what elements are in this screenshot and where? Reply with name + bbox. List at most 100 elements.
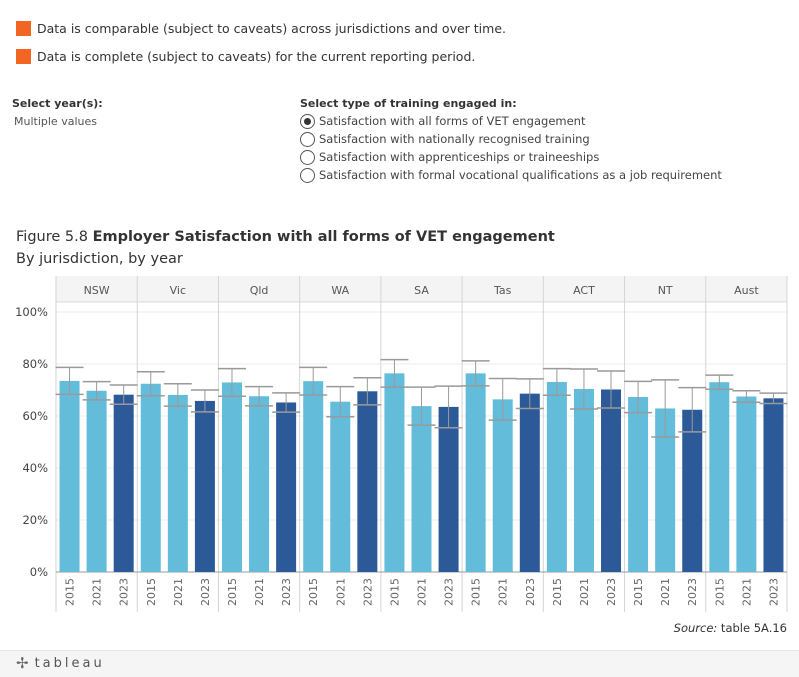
y-tick-label: 80% bbox=[22, 357, 48, 371]
radio-option-formal-qualifications[interactable]: Satisfaction with formal vocational qual… bbox=[300, 166, 722, 184]
bar-wa-2015 bbox=[303, 381, 324, 572]
bar-sa-2023 bbox=[438, 406, 459, 572]
bar-nt-2023 bbox=[682, 409, 703, 572]
x-tick-label-2015: 2015 bbox=[551, 578, 564, 606]
bar-qld-2021 bbox=[249, 396, 270, 572]
y-tick-label: 100% bbox=[15, 305, 48, 319]
radio-button-selected[interactable] bbox=[300, 113, 315, 129]
year-filter-title: Select year(s): bbox=[12, 97, 103, 110]
year-filter-value[interactable]: Multiple values bbox=[14, 115, 97, 128]
x-tick-label-2021: 2021 bbox=[740, 578, 753, 606]
bar-vic-2023 bbox=[194, 400, 215, 572]
figure-title: Figure 5.8 Employer Satisfaction with al… bbox=[16, 229, 555, 245]
tableau-footer bbox=[0, 650, 799, 677]
x-tick-label-2021: 2021 bbox=[91, 578, 104, 606]
panel-header-sa: SA bbox=[414, 284, 429, 297]
bar-act-2015 bbox=[546, 381, 567, 572]
x-tick-label-2015: 2015 bbox=[307, 578, 320, 606]
radio-button[interactable] bbox=[300, 131, 315, 147]
bar-sa-2021 bbox=[411, 406, 432, 572]
x-tick-label-2015: 2015 bbox=[64, 578, 77, 606]
figure-title-text: Employer Satisfaction with all forms of … bbox=[92, 229, 555, 245]
legend-swatch bbox=[16, 21, 31, 36]
x-tick-label-2023: 2023 bbox=[118, 578, 131, 606]
panel-header-wa: WA bbox=[331, 284, 349, 297]
x-tick-label-2015: 2015 bbox=[470, 578, 483, 606]
panel-header-aust: Aust bbox=[734, 284, 759, 297]
radio-label: Satisfaction with formal vocational qual… bbox=[319, 168, 722, 182]
x-tick-label-2023: 2023 bbox=[524, 578, 537, 606]
legend-item-comparable: Data is comparable (subject to caveats) … bbox=[16, 21, 506, 36]
bar-tas-2021 bbox=[492, 399, 513, 572]
panel-header-band bbox=[56, 276, 787, 302]
bar-nsw-2023 bbox=[113, 394, 134, 572]
radio-button[interactable] bbox=[300, 167, 315, 183]
bar-aust-2015 bbox=[709, 382, 730, 572]
bar-nt-2021 bbox=[655, 408, 676, 572]
bar-act-2023 bbox=[601, 389, 622, 572]
training-type-radio-group: Satisfaction with all forms of VET engag… bbox=[300, 112, 722, 184]
panel-header-vic: Vic bbox=[170, 284, 186, 297]
y-tick-label: 20% bbox=[22, 513, 48, 527]
bar-tas-2023 bbox=[519, 393, 540, 572]
x-tick-label-2023: 2023 bbox=[443, 578, 456, 606]
tableau-logo-text: tableau bbox=[34, 655, 105, 671]
source-text: table 5A.16 bbox=[717, 621, 787, 635]
x-tick-label-2021: 2021 bbox=[659, 578, 672, 606]
bar-vic-2015 bbox=[140, 383, 161, 572]
y-tick-label: 40% bbox=[22, 461, 48, 475]
bar-wa-2021 bbox=[330, 401, 351, 572]
panel-header-nsw: NSW bbox=[84, 284, 110, 297]
radio-label: Satisfaction with all forms of VET engag… bbox=[319, 114, 586, 128]
bar-nsw-2021 bbox=[86, 390, 107, 572]
panel-header-act: ACT bbox=[573, 284, 595, 297]
legend-item-complete: Data is complete (subject to caveats) fo… bbox=[16, 49, 475, 64]
x-tick-label-2015: 2015 bbox=[632, 578, 645, 606]
x-tick-label-2021: 2021 bbox=[416, 578, 429, 606]
bar-aust-2021 bbox=[736, 396, 757, 572]
legend-swatch bbox=[16, 49, 31, 64]
x-tick-label-2023: 2023 bbox=[280, 578, 293, 606]
bar-nt-2015 bbox=[628, 397, 649, 572]
bar-tas-2015 bbox=[465, 373, 486, 572]
x-tick-label-2021: 2021 bbox=[334, 578, 347, 606]
bar-aust-2023 bbox=[763, 398, 784, 572]
x-tick-label-2021: 2021 bbox=[253, 578, 266, 606]
radio-option-apprenticeships[interactable]: Satisfaction with apprenticeships or tra… bbox=[300, 148, 722, 166]
radio-option-all-forms[interactable]: Satisfaction with all forms of VET engag… bbox=[300, 112, 722, 130]
x-tick-label-2015: 2015 bbox=[713, 578, 726, 606]
source-prefix: Source: bbox=[673, 621, 718, 635]
bar-chart: 0% 20% 40% 60% 80% 100% NSW 2015 2021 2023 Vic 2015… bbox=[15, 276, 788, 612]
source-note: Source: table 5A.16 bbox=[674, 621, 787, 635]
training-type-title: Select type of training engaged in: bbox=[300, 97, 517, 110]
panel-header-qld: Qld bbox=[250, 284, 269, 297]
x-tick-label-2015: 2015 bbox=[145, 578, 158, 606]
x-tick-label-2015: 2015 bbox=[388, 578, 401, 606]
x-tick-label-2015: 2015 bbox=[226, 578, 239, 606]
bar-act-2021 bbox=[573, 388, 594, 572]
x-tick-label-2023: 2023 bbox=[605, 578, 618, 606]
radio-label: Satisfaction with apprenticeships or tra… bbox=[319, 150, 600, 164]
bar-qld-2023 bbox=[276, 402, 297, 572]
x-tick-label-2021: 2021 bbox=[497, 578, 510, 606]
radio-option-nationally-recognised[interactable]: Satisfaction with nationally recognised … bbox=[300, 130, 722, 148]
x-tick-label-2023: 2023 bbox=[686, 578, 699, 606]
tableau-logo-icon: ✢ bbox=[16, 654, 29, 672]
y-tick-label: 0% bbox=[30, 565, 48, 579]
bar-sa-2015 bbox=[384, 373, 405, 572]
bar-qld-2015 bbox=[221, 382, 242, 572]
figure-number: Figure 5.8 bbox=[16, 229, 88, 245]
x-tick-label-2021: 2021 bbox=[172, 578, 185, 606]
x-tick-label-2023: 2023 bbox=[767, 578, 780, 606]
panel-header-tas: Tas bbox=[493, 284, 512, 297]
x-tick-label-2021: 2021 bbox=[578, 578, 591, 606]
tableau-logo[interactable]: ✢ tableau bbox=[16, 654, 105, 672]
x-tick-label-2023: 2023 bbox=[361, 578, 374, 606]
bar-nsw-2015 bbox=[59, 380, 80, 572]
x-tick-label-2023: 2023 bbox=[199, 578, 212, 606]
bar-wa-2023 bbox=[357, 391, 378, 572]
bar-vic-2021 bbox=[167, 394, 188, 572]
radio-button[interactable] bbox=[300, 149, 315, 165]
figure-subtitle: By jurisdiction, by year bbox=[16, 251, 183, 267]
legend-label-complete: Data is complete (subject to caveats) fo… bbox=[37, 49, 476, 64]
